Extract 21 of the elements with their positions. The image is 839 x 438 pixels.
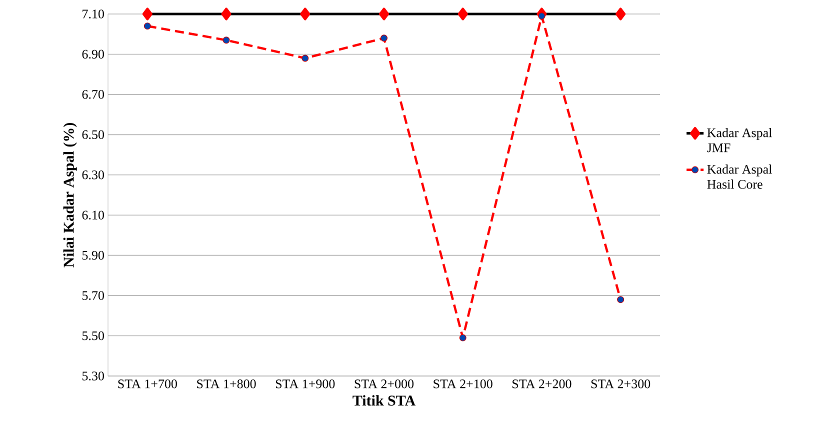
legend-label: Kadar Aspal JMF: [707, 128, 772, 152]
y-tick-label: 6.90: [82, 50, 104, 59]
y-tick-label: 5.70: [82, 291, 104, 300]
y-tick-label: 7.10: [82, 10, 104, 18]
y-tick-label: 6.30: [82, 170, 104, 180]
x-tick-label: STA 1+900: [276, 380, 335, 388]
x-tick-label: STA 1+800: [197, 380, 256, 388]
x-tick-label: STA 2+300: [591, 380, 650, 388]
y-axis-title: Nilai Kadar Aspal (%): [63, 122, 77, 268]
legend-label: Kadar Aspal Hasil Core: [707, 164, 772, 189]
x-axis-title: Titik STA: [352, 395, 416, 406]
y-tick-label: 5.30: [82, 372, 104, 380]
y-tick-label: 6.70: [82, 90, 104, 99]
x-tick-label: STA 2+000: [354, 380, 414, 388]
y-tick-label: 5.50: [82, 331, 104, 340]
y-tick-label: 5.90: [82, 250, 104, 260]
x-tick-label: STA 1+700: [118, 380, 177, 388]
x-tick-label: STA 2+100: [434, 380, 492, 388]
y-tick-label: 6.10: [82, 210, 104, 220]
x-tick-label: STA 2+200: [512, 380, 572, 388]
y-tick-label: 6.50: [82, 130, 104, 140]
